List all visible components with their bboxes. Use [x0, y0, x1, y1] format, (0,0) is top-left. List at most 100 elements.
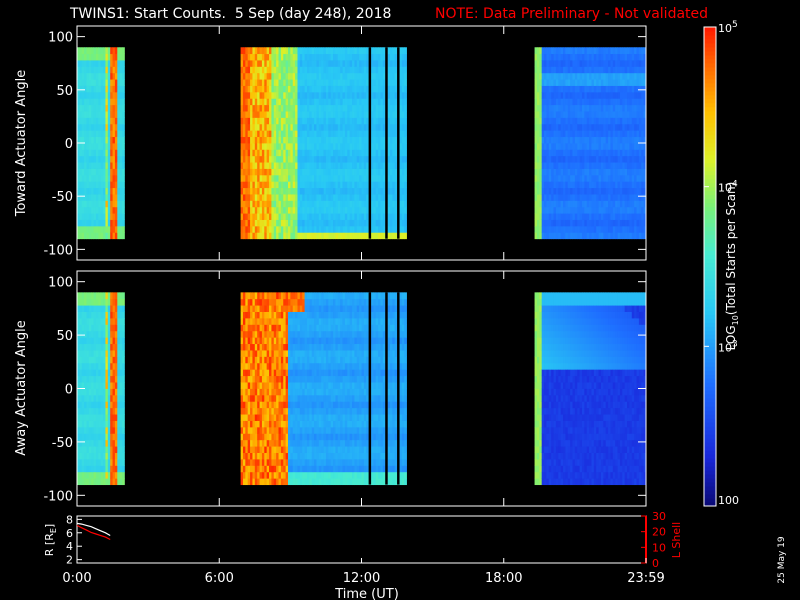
heatmap-cell	[563, 53, 566, 61]
heatmap-cell	[380, 85, 384, 93]
heatmap-cell	[114, 439, 118, 447]
heatmap-cell	[93, 343, 97, 351]
heatmap-cell	[570, 225, 573, 233]
heatmap-cell	[295, 219, 298, 227]
heatmap-cell	[340, 104, 343, 112]
heatmap-cell	[546, 187, 550, 195]
heatmap-cell	[323, 181, 327, 189]
heatmap-cell	[112, 394, 116, 402]
heatmap-cell	[328, 60, 332, 67]
heatmap-cell	[240, 292, 244, 300]
heatmap-cell	[344, 53, 348, 61]
heatmap-cell	[254, 375, 258, 383]
heatmap-cell	[598, 60, 602, 67]
heatmap-cell	[257, 471, 260, 479]
heatmap-cell	[634, 155, 637, 163]
heatmap-cell	[356, 66, 360, 74]
heatmap-cell	[401, 219, 405, 227]
heatmap-cell	[572, 111, 576, 118]
heatmap-cell	[593, 162, 597, 169]
heatmap-cell	[567, 162, 571, 169]
heatmap-cell	[304, 168, 308, 176]
heatmap-cell	[321, 168, 324, 176]
heatmap-cell	[610, 85, 614, 93]
heatmap-cell	[643, 60, 647, 67]
heatmap-cell	[356, 200, 360, 208]
heatmap-cell	[330, 219, 334, 227]
heatmap-cell	[119, 117, 123, 125]
heatmap-cell	[247, 407, 251, 415]
heatmap-cell	[361, 149, 365, 157]
heatmap-cell	[342, 213, 346, 220]
heatmap-cell	[264, 232, 268, 240]
heatmap-cell	[546, 232, 550, 240]
heatmap-cell	[105, 136, 109, 144]
heatmap-cell	[93, 337, 97, 345]
heatmap-cell	[541, 187, 545, 195]
heatmap-cell	[612, 79, 616, 86]
heatmap-cell	[563, 187, 566, 195]
heatmap-cell	[584, 194, 588, 201]
heatmap-cell	[299, 200, 303, 208]
heatmap-cell	[295, 53, 298, 61]
heatmap-cell	[380, 53, 384, 61]
heatmap-cell	[285, 219, 289, 227]
heatmap-cell	[593, 47, 597, 55]
heatmap-cell	[91, 130, 94, 138]
heatmap-cell	[252, 123, 256, 131]
heatmap-cell	[363, 117, 367, 125]
heatmap-cell	[551, 194, 554, 201]
heatmap-cell	[608, 181, 611, 189]
heatmap-cell	[356, 162, 360, 169]
heatmap-cell	[636, 47, 640, 55]
heatmap-cell	[288, 174, 291, 182]
heatmap-cell	[335, 149, 339, 157]
heatmap-cell	[629, 181, 633, 189]
heatmap-cell	[254, 194, 258, 201]
heatmap-cell	[373, 200, 377, 208]
heatmap-cell	[100, 318, 104, 325]
heatmap-cell	[252, 426, 256, 434]
heatmap-cell	[122, 91, 125, 99]
heatmap-cell	[370, 225, 374, 233]
heatmap-cell	[86, 426, 90, 434]
heatmap-cell	[366, 187, 370, 195]
heatmap-cell	[366, 168, 370, 176]
heatmap-cell	[631, 181, 635, 189]
heatmap-cell	[240, 72, 244, 80]
heatmap-cell	[112, 187, 116, 195]
heatmap-cell	[306, 200, 310, 208]
heatmap-cell	[361, 91, 365, 99]
heatmap-cell	[373, 168, 377, 176]
heatmap-cell	[340, 232, 343, 240]
heatmap-cell	[321, 130, 324, 138]
heatmap-cell	[302, 104, 305, 112]
heatmap-cell	[316, 111, 320, 118]
heatmap-cell	[615, 104, 618, 112]
heatmap-cell	[95, 324, 99, 332]
heatmap-cell	[103, 60, 106, 67]
heatmap-cell	[634, 213, 637, 220]
heatmap-cell	[250, 85, 253, 93]
heatmap-cell	[382, 91, 386, 99]
heatmap-cell	[250, 439, 253, 447]
heatmap-cell	[105, 194, 109, 201]
heatmap-cell	[93, 98, 97, 106]
heatmap-cell	[581, 72, 585, 80]
heatmap-cell	[366, 232, 370, 240]
heatmap-cell	[93, 47, 97, 55]
heatmap-cell	[603, 149, 607, 157]
heatmap-cell	[370, 143, 374, 150]
heatmap-cell	[344, 155, 348, 163]
heatmap-cell	[558, 206, 562, 214]
heatmap-cell	[615, 219, 618, 227]
heatmap-cell	[276, 181, 279, 189]
heatmap-cell	[95, 123, 99, 131]
heatmap-cell	[114, 382, 118, 389]
heatmap-cell	[370, 123, 374, 131]
heatmap-cell	[264, 181, 268, 189]
heatmap-cell	[387, 149, 391, 157]
heatmap-cell	[122, 465, 125, 473]
heatmap-cell	[333, 143, 336, 150]
heatmap-cell	[257, 85, 260, 93]
